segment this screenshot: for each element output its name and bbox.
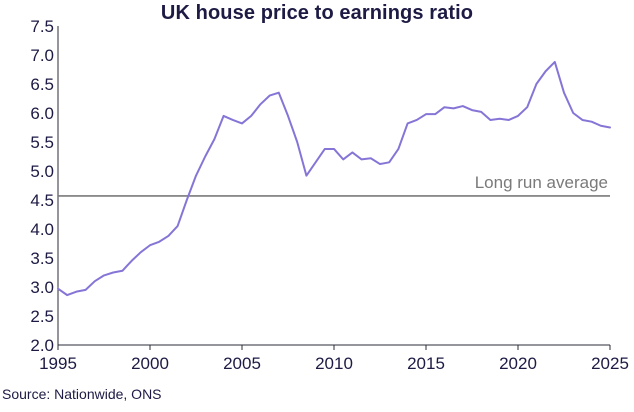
y-tick-label: 6.0 bbox=[30, 104, 54, 123]
y-tick-label: 3.0 bbox=[30, 278, 54, 297]
long-run-average-label: Long run average bbox=[475, 173, 608, 192]
y-tick-label: 3.5 bbox=[30, 249, 54, 268]
x-tick-label: 1995 bbox=[39, 354, 77, 373]
x-tick-label: 2000 bbox=[131, 354, 169, 373]
y-tick-label: 7.5 bbox=[30, 17, 54, 36]
y-tick-label: 7.0 bbox=[30, 46, 54, 65]
y-tick-label: 6.5 bbox=[30, 75, 54, 94]
x-tick-label: 2025 bbox=[591, 354, 629, 373]
y-tick-label: 5.0 bbox=[30, 162, 54, 181]
x-tick-label: 2020 bbox=[499, 354, 537, 373]
x-tick-label: 2010 bbox=[315, 354, 353, 373]
series-line bbox=[57, 60, 611, 297]
y-tick-label: 4.0 bbox=[30, 220, 54, 239]
y-tick-label: 4.5 bbox=[30, 191, 54, 210]
chart-source: Source: Nationwide, ONS bbox=[2, 386, 162, 402]
y-tick-label: 5.5 bbox=[30, 133, 54, 152]
y-tick-label: 2.0 bbox=[30, 336, 54, 355]
chart-title: UK house price to earnings ratio bbox=[160, 2, 474, 24]
x-tick-label: 2005 bbox=[223, 354, 261, 373]
y-tick-label: 2.5 bbox=[30, 307, 54, 326]
x-tick-label: 2015 bbox=[407, 354, 445, 373]
